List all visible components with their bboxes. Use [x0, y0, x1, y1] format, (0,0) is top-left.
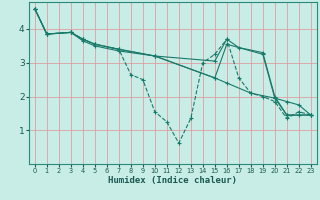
X-axis label: Humidex (Indice chaleur): Humidex (Indice chaleur) — [108, 176, 237, 185]
